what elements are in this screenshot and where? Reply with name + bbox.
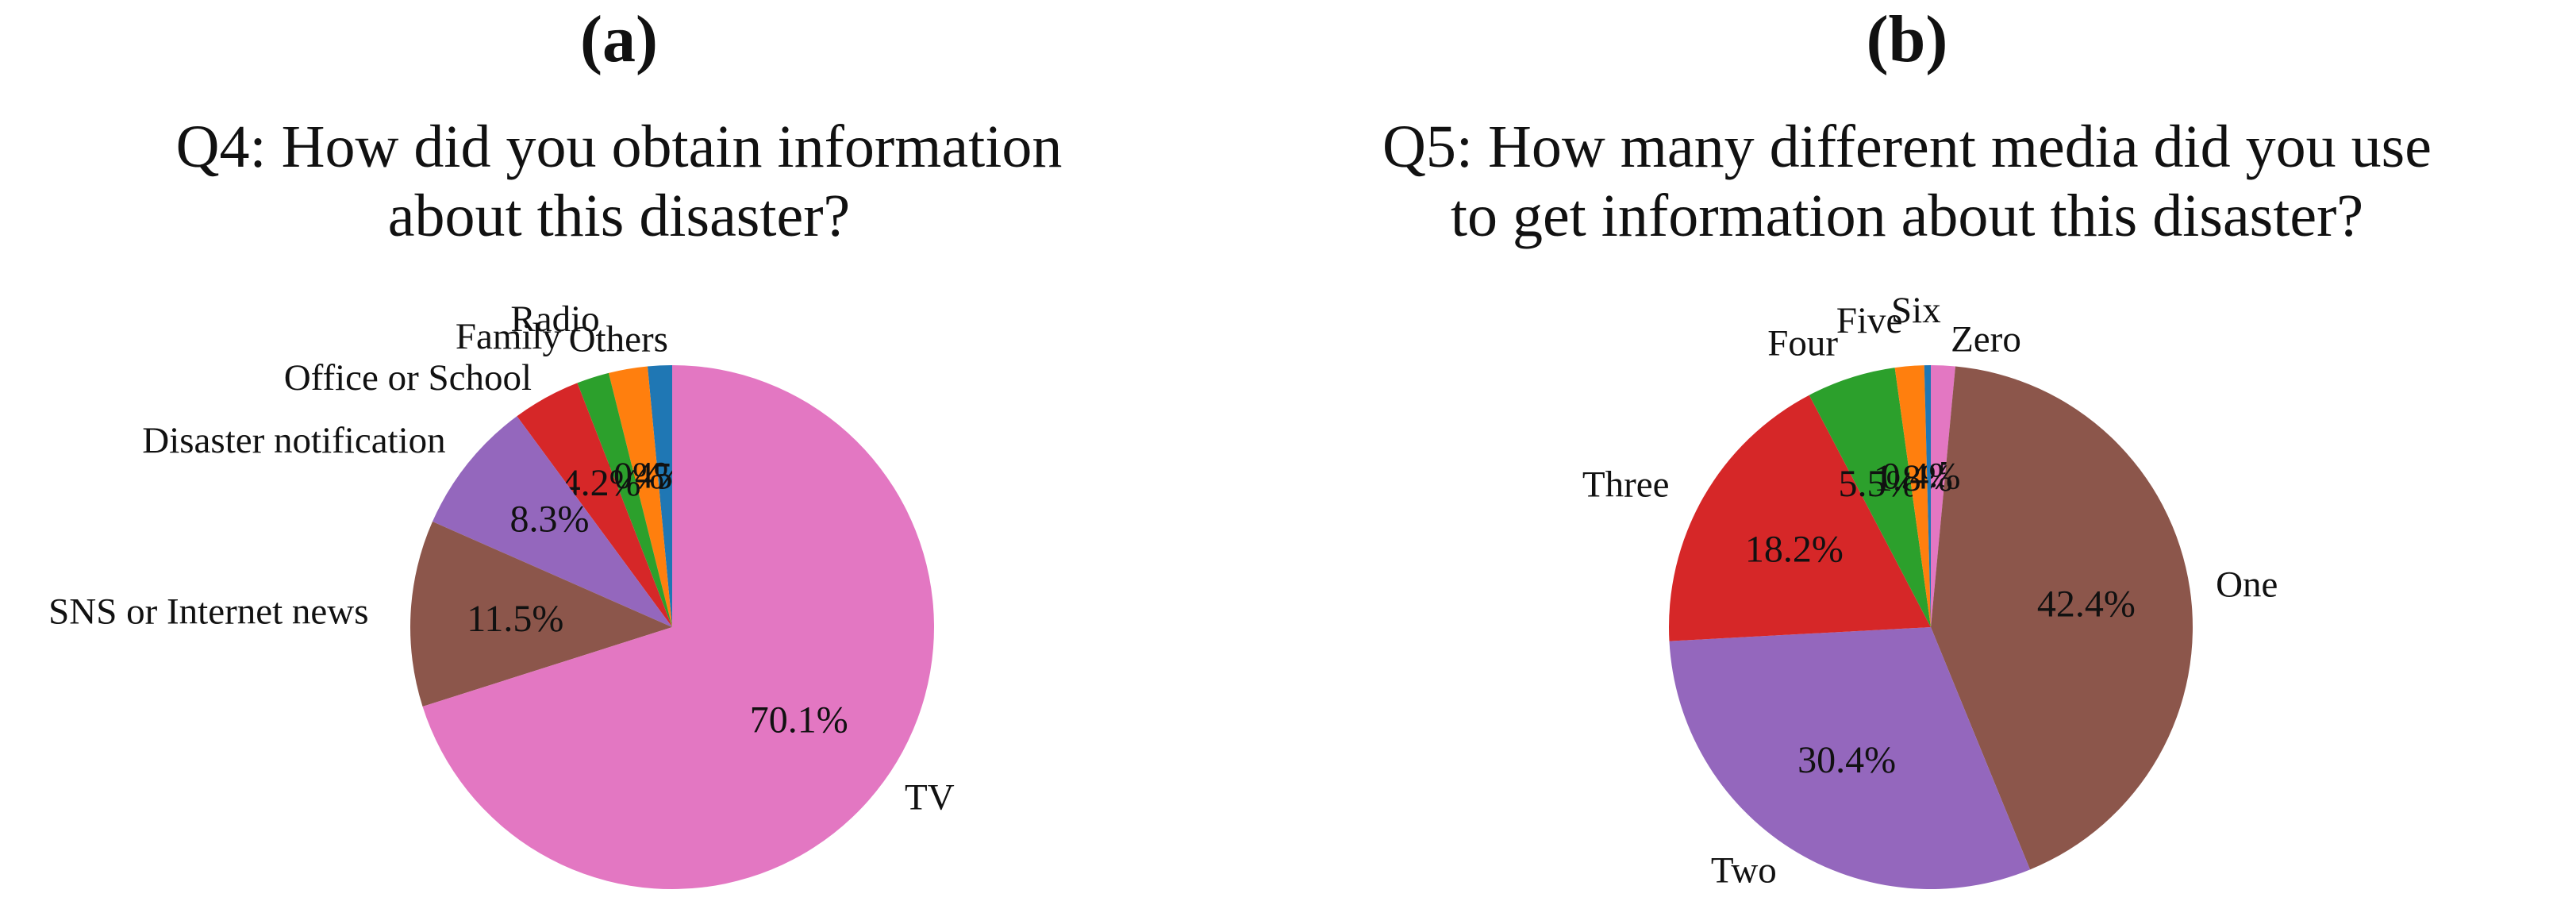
- slice-value-one: 42.4%: [2037, 583, 2136, 625]
- pie-slice-four: [1809, 368, 1931, 627]
- pie-chart-q5: Zero1.5%One42.4%Two30.4%Three18.2%Four5.…: [1582, 290, 2278, 892]
- pie-slice-others: [647, 365, 672, 627]
- slice-label-sns-or-internet-news: SNS or Internet news: [48, 591, 368, 633]
- slice-label-family: Family: [456, 316, 562, 357]
- slice-value-five: 1.8%: [1874, 457, 1953, 499]
- pie-slice-zero: [1931, 365, 1955, 627]
- slice-label-radio: Radio: [510, 298, 599, 340]
- panel-a: (a) Q4: How did you obtain information a…: [0, 0, 1238, 905]
- pie-slice-five: [1894, 365, 1931, 627]
- chart-title-line-1: Q4: How did you obtain information: [175, 114, 1063, 180]
- slice-label-disaster-notification: Disaster notification: [142, 420, 445, 461]
- pie-slice-three: [1669, 395, 1931, 641]
- slice-label-six: Six: [1891, 290, 1941, 331]
- slice-label-tv: TV: [905, 776, 955, 818]
- pie-slice-sns-or-internet-news: [410, 522, 672, 707]
- slice-label-five: Five: [1836, 300, 1903, 341]
- chart-title: Q5: How many different media did you use…: [1238, 113, 2576, 250]
- chart-title-line-2: about this disaster?: [387, 182, 851, 249]
- pie-slice-one: [1931, 366, 2193, 870]
- slice-label-one: One: [2216, 564, 2278, 606]
- slice-value-two: 30.4%: [1797, 739, 1896, 781]
- pie-slice-tv: [422, 365, 935, 889]
- pie-slice-radio: [608, 366, 672, 627]
- pie-slice-disaster-notification: [432, 416, 672, 627]
- slice-label-three: Three: [1582, 464, 1670, 506]
- panel-label: (b): [1866, 2, 1948, 76]
- panel-b: (b) Q5: How many different media did you…: [1238, 0, 2576, 905]
- slice-label-others: Others: [569, 318, 668, 360]
- pie-slice-family: [577, 372, 672, 627]
- slice-value-three: 18.2%: [1745, 529, 1844, 571]
- slice-label-two: Two: [1711, 850, 1777, 892]
- slice-value-four: 5.5%: [1839, 463, 1918, 505]
- chart-title-line-1: Q5: How many different media did you use: [1382, 114, 2432, 180]
- slice-label-zero: Zero: [1951, 318, 2021, 360]
- slice-value-tv: 70.1%: [750, 699, 848, 741]
- slice-label-office-or-school: Office or School: [284, 357, 532, 399]
- pie-slice-two: [1669, 627, 2031, 889]
- slice-value-six: 0.4%: [1882, 456, 1961, 498]
- pie-slice-six: [1924, 364, 1931, 627]
- pie-slice-office-or-school: [517, 383, 672, 627]
- panel-label: (a): [580, 2, 658, 76]
- chart-title: Q4: How did you obtain information about…: [0, 113, 1238, 250]
- chart-title-line-2: to get information about this disaster?: [1450, 182, 2364, 249]
- slice-label-four: Four: [1767, 322, 1838, 364]
- slice-value-sns-or-internet-news: 11.5%: [467, 598, 563, 640]
- slice-value-disaster-notification: 8.3%: [510, 499, 590, 541]
